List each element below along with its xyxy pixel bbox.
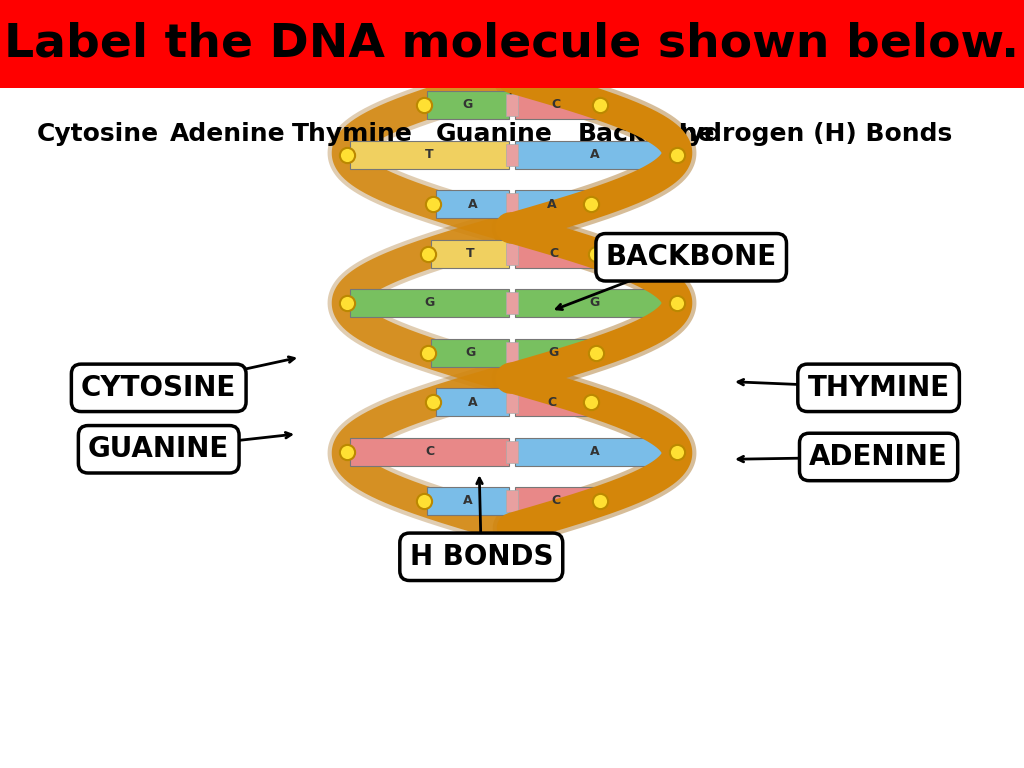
Point — [424, 396, 440, 408]
Point — [669, 445, 685, 458]
FancyBboxPatch shape — [427, 91, 509, 119]
Text: G: G — [549, 346, 559, 359]
FancyBboxPatch shape — [515, 190, 589, 218]
Point — [420, 346, 436, 359]
FancyBboxPatch shape — [506, 391, 518, 413]
FancyBboxPatch shape — [506, 94, 518, 116]
FancyBboxPatch shape — [427, 487, 509, 515]
Text: A: A — [467, 396, 477, 409]
FancyBboxPatch shape — [431, 240, 509, 267]
FancyBboxPatch shape — [431, 339, 509, 366]
Point — [592, 495, 608, 507]
Point — [588, 247, 604, 260]
Text: Adenine: Adenine — [170, 122, 286, 147]
Text: G: G — [465, 346, 475, 359]
FancyBboxPatch shape — [350, 141, 509, 168]
Point — [339, 148, 355, 161]
FancyBboxPatch shape — [435, 388, 509, 416]
Text: T: T — [466, 247, 474, 260]
FancyBboxPatch shape — [506, 342, 518, 363]
Text: GUANINE: GUANINE — [88, 435, 229, 463]
FancyBboxPatch shape — [506, 292, 518, 314]
Point — [588, 346, 604, 359]
Text: A: A — [590, 148, 599, 161]
FancyBboxPatch shape — [515, 240, 593, 267]
Text: CYTOSINE: CYTOSINE — [81, 374, 237, 402]
Point — [584, 396, 600, 408]
Point — [339, 297, 355, 310]
FancyBboxPatch shape — [506, 441, 518, 462]
Text: H BONDS: H BONDS — [410, 543, 553, 571]
FancyBboxPatch shape — [506, 243, 518, 264]
Text: ADENINE: ADENINE — [809, 443, 948, 471]
Point — [416, 495, 432, 507]
Text: C: C — [552, 495, 561, 508]
Text: C: C — [552, 98, 561, 111]
FancyBboxPatch shape — [515, 388, 589, 416]
FancyBboxPatch shape — [506, 193, 518, 215]
Text: G: G — [424, 296, 434, 310]
Point — [669, 148, 685, 161]
FancyBboxPatch shape — [350, 438, 509, 465]
Text: Backbone: Backbone — [578, 122, 715, 147]
Text: A: A — [467, 197, 477, 210]
Text: C: C — [425, 445, 434, 458]
Text: Thymine: Thymine — [292, 122, 413, 147]
Text: A: A — [590, 445, 599, 458]
FancyBboxPatch shape — [515, 487, 597, 515]
Text: C: C — [550, 247, 558, 260]
Text: Word List:: Word List: — [440, 91, 584, 116]
Text: T: T — [425, 148, 434, 161]
Point — [592, 99, 608, 111]
Text: Guanine: Guanine — [435, 122, 552, 147]
Text: A: A — [547, 197, 557, 210]
Point — [424, 198, 440, 210]
FancyBboxPatch shape — [515, 438, 674, 465]
FancyBboxPatch shape — [506, 144, 518, 165]
Text: BACKBONE: BACKBONE — [605, 243, 777, 271]
FancyBboxPatch shape — [515, 141, 674, 168]
Text: G: G — [463, 98, 473, 111]
Text: THYMINE: THYMINE — [808, 374, 949, 402]
Text: C: C — [547, 396, 556, 409]
Text: Hydrogen (H) Bonds: Hydrogen (H) Bonds — [668, 122, 952, 147]
Point — [420, 247, 436, 260]
FancyBboxPatch shape — [435, 190, 509, 218]
Text: Cytosine: Cytosine — [37, 122, 159, 147]
FancyBboxPatch shape — [515, 339, 593, 366]
Bar — [0, 0, 1024, 88]
FancyBboxPatch shape — [515, 91, 597, 119]
Point — [669, 297, 685, 310]
FancyBboxPatch shape — [515, 289, 674, 317]
FancyBboxPatch shape — [506, 490, 518, 512]
Point — [584, 198, 600, 210]
FancyBboxPatch shape — [350, 289, 509, 317]
Point — [339, 445, 355, 458]
Text: A: A — [463, 495, 473, 508]
Text: G: G — [590, 296, 600, 310]
Point — [416, 99, 432, 111]
Text: Label the DNA molecule shown below.: Label the DNA molecule shown below. — [4, 22, 1020, 67]
